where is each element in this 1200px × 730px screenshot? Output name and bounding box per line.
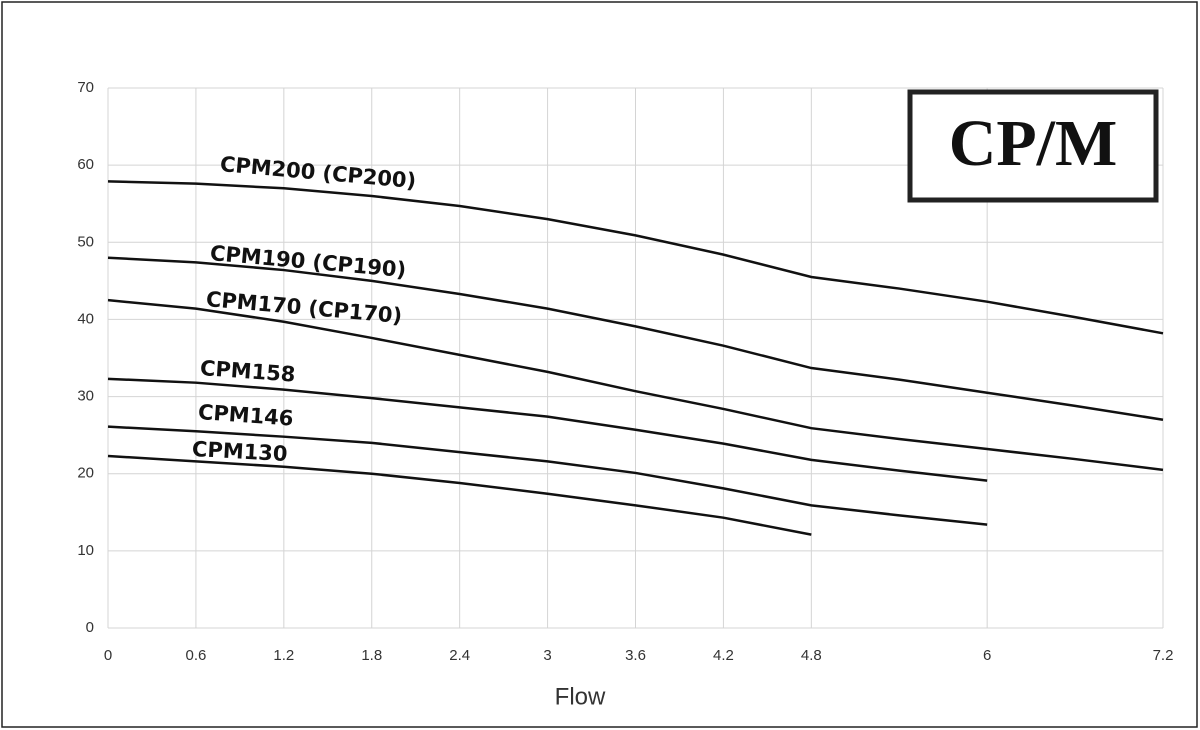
x-tick-label: 0 — [104, 647, 112, 664]
x-tick-label: 1.2 — [273, 647, 294, 664]
y-tick-label: 50 — [77, 233, 94, 250]
x-tick-label: 3.6 — [625, 647, 646, 664]
y-tick-label: 70 — [77, 79, 94, 96]
series-label: CPM130 — [191, 437, 288, 466]
y-tick-label: 30 — [77, 388, 94, 405]
y-tick-label: 20 — [77, 465, 94, 482]
x-tick-label: 4.2 — [713, 647, 734, 664]
series-line — [107, 180, 1164, 335]
x-tick-label: 0.6 — [185, 647, 206, 664]
x-tick-label: 2.4 — [449, 647, 470, 664]
series-line — [107, 454, 812, 536]
x-tick-label: 7.2 — [1153, 647, 1174, 664]
x-axis-label: Flow — [555, 683, 606, 710]
y-tick-label: 10 — [77, 542, 94, 559]
y-tick-label: 60 — [77, 156, 94, 173]
annotation: CP/M — [949, 107, 1118, 180]
x-tick-label: 3 — [543, 647, 551, 664]
x-tick-label: 4.8 — [801, 647, 822, 664]
y-tick-label: 0 — [86, 619, 94, 636]
series-line — [107, 425, 988, 526]
y-tick-label: 40 — [77, 310, 94, 327]
series-line — [107, 256, 1164, 421]
series-line — [107, 298, 1164, 472]
series-line — [107, 377, 988, 482]
annotation-box — [907, 89, 1159, 203]
x-tick-label: 1.8 — [361, 647, 382, 664]
x-tick-label: 6 — [983, 647, 991, 664]
